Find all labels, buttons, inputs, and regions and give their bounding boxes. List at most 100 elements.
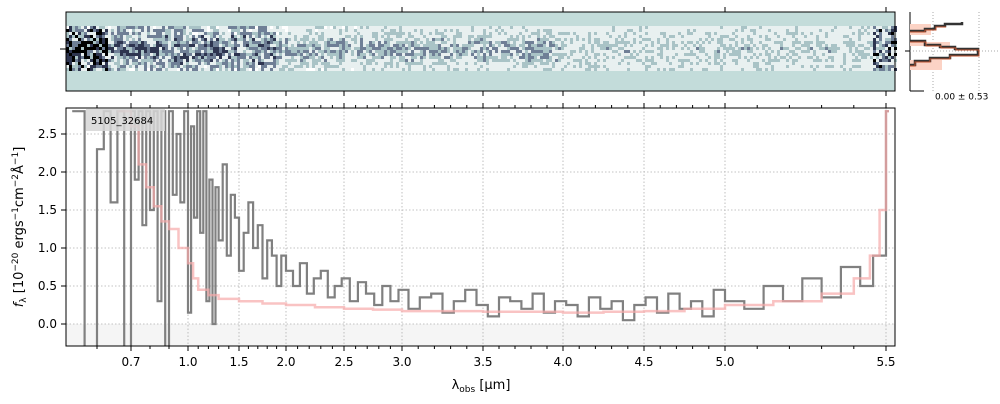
- 2d-pixel: [843, 65, 846, 68]
- 2d-pixel: [366, 56, 369, 59]
- 2d-pixel: [822, 44, 825, 47]
- 2d-pixel: [573, 62, 576, 65]
- 2d-pixel: [219, 59, 222, 62]
- 2d-pixel: [708, 68, 711, 71]
- 2d-pixel: [528, 56, 531, 59]
- 2d-pixel: [765, 47, 768, 50]
- 2d-pixel: [741, 29, 744, 32]
- 2d-pixel: [501, 53, 504, 56]
- 2d-pixel: [585, 32, 588, 35]
- 2d-pixel: [717, 44, 720, 47]
- 2d-pixel: [558, 65, 561, 68]
- 2d-pixel: [81, 56, 84, 59]
- 2d-pixel: [69, 41, 72, 44]
- 2d-pixel: [537, 38, 540, 41]
- 2d-pixel: [747, 29, 750, 32]
- 2d-pixel: [741, 38, 744, 41]
- 2d-pixel: [879, 65, 882, 68]
- 2d-pixel: [207, 53, 210, 56]
- 2d-pixel: [876, 29, 879, 32]
- 2d-pixel: [105, 38, 108, 41]
- 2d-pixel: [864, 59, 867, 62]
- 2d-pixel: [471, 29, 474, 32]
- 2d-pixel: [141, 29, 144, 32]
- 2d-pixel: [564, 65, 567, 68]
- 2d-pixel: [609, 50, 612, 53]
- 2d-pixel: [606, 44, 609, 47]
- 2d-pixel: [738, 65, 741, 68]
- 2d-pixel: [837, 26, 840, 29]
- 2d-pixel: [744, 65, 747, 68]
- 2d-pixel: [414, 29, 417, 32]
- 2d-pixel: [801, 44, 804, 47]
- 2d-pixel: [708, 41, 711, 44]
- 2d-pixel: [621, 35, 624, 38]
- 2d-pixel: [645, 47, 648, 50]
- 2d-pixel: [585, 56, 588, 59]
- 2d-pixel: [333, 29, 336, 32]
- 2d-pixel: [549, 44, 552, 47]
- 2d-pixel: [93, 29, 96, 32]
- 2d-pixel: [192, 50, 195, 53]
- 2d-pixel: [216, 47, 219, 50]
- 2d-pixel: [816, 53, 819, 56]
- 2d-pixel: [456, 41, 459, 44]
- 2d-pixel: [450, 44, 453, 47]
- 2d-pixel: [642, 59, 645, 62]
- 2d-pixel: [360, 29, 363, 32]
- 2d-pixel: [255, 32, 258, 35]
- 2d-pixel: [123, 62, 126, 65]
- 2d-pixel: [789, 50, 792, 53]
- 2d-pixel: [687, 35, 690, 38]
- 2d-pixel: [288, 53, 291, 56]
- 2d-pixel: [603, 26, 606, 29]
- 2d-pixel: [264, 62, 267, 65]
- 2d-pixel: [747, 50, 750, 53]
- 2d-pixel: [225, 56, 228, 59]
- 2d-pixel: [249, 50, 252, 53]
- 2d-pixel: [312, 44, 315, 47]
- 2d-pixel: [168, 68, 171, 71]
- 2d-pixel: [150, 38, 153, 41]
- 2d-pixel: [135, 65, 138, 68]
- 2d-pixel: [78, 44, 81, 47]
- 2d-pixel: [753, 56, 756, 59]
- 2d-pixel: [339, 32, 342, 35]
- 2d-pixel: [468, 53, 471, 56]
- 2d-pixel: [93, 44, 96, 47]
- 2d-pixel: [81, 59, 84, 62]
- 2d-pixel: [243, 44, 246, 47]
- 2d-pixel: [258, 35, 261, 38]
- 2d-pixel: [441, 38, 444, 41]
- 2d-pixel: [372, 29, 375, 32]
- 2d-pixel: [564, 44, 567, 47]
- 2d-pixel: [189, 29, 192, 32]
- 2d-pixel: [417, 38, 420, 41]
- 2d-pixel: [378, 41, 381, 44]
- 2d-pixel: [129, 50, 132, 53]
- 2d-pixel: [177, 38, 180, 41]
- 2d-pixel: [399, 35, 402, 38]
- 2d-pixel: [726, 50, 729, 53]
- 2d-pixel: [108, 26, 111, 29]
- 2d-pixel: [309, 65, 312, 68]
- 2d-pixel: [243, 65, 246, 68]
- 2d-pixel: [318, 68, 321, 71]
- 2d-pixel: [453, 65, 456, 68]
- 2d-pixel: [321, 68, 324, 71]
- 2d-pixel: [621, 59, 624, 62]
- 2d-pixel: [96, 65, 99, 68]
- 2d-pixel: [276, 56, 279, 59]
- 2d-pixel: [696, 53, 699, 56]
- 2d-pixel: [378, 62, 381, 65]
- 2d-pixel: [159, 35, 162, 38]
- 2d-pixel: [840, 59, 843, 62]
- 2d-pixel: [432, 26, 435, 29]
- 2d-pixel: [570, 50, 573, 53]
- 2d-pixel: [489, 68, 492, 71]
- 2d-pixel: [825, 59, 828, 62]
- 2d-pixel: [501, 59, 504, 62]
- 2d-pixel: [255, 41, 258, 44]
- 2d-pixel: [165, 59, 168, 62]
- 2d-pixel: [501, 44, 504, 47]
